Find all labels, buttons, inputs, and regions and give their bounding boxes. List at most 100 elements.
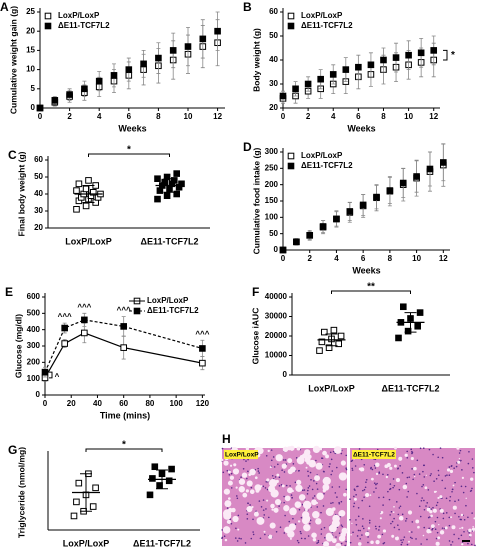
- nucleus: [391, 520, 394, 523]
- nucleus: [425, 505, 427, 507]
- nucleus: [448, 540, 451, 542]
- annotation: ^^^: [77, 302, 91, 311]
- nucleus: [267, 516, 270, 519]
- vacuole: [364, 531, 370, 537]
- x-tick-label: 12: [439, 254, 448, 263]
- vacuole: [266, 499, 269, 502]
- nucleus: [355, 523, 358, 526]
- nucleus: [281, 469, 283, 472]
- nucleus: [370, 467, 372, 470]
- nucleus: [262, 485, 265, 488]
- marker: [319, 223, 327, 230]
- nucleus: [457, 537, 460, 540]
- histology-image: ΔE11-TCF7L2: [349, 446, 476, 547]
- y-tick-label: 30: [269, 79, 278, 88]
- nucleus: [226, 469, 229, 472]
- vacuole: [266, 478, 270, 482]
- vacuole: [314, 475, 320, 482]
- vacuole: [287, 530, 295, 538]
- nucleus: [468, 450, 470, 453]
- x-tick-label: 10: [184, 112, 193, 121]
- marker: [90, 189, 97, 196]
- vacuole: [338, 509, 346, 517]
- nucleus: [313, 480, 315, 482]
- x-tick-label: LoxP/LoxP: [63, 538, 110, 548]
- nucleus: [289, 485, 291, 487]
- nucleus: [270, 459, 273, 462]
- vacuole: [458, 458, 461, 460]
- nucleus: [437, 474, 440, 476]
- nucleus: [258, 472, 260, 474]
- x-tick-label: 4: [334, 254, 339, 263]
- marker: [81, 316, 88, 324]
- vacuole: [333, 446, 342, 454]
- nucleus: [322, 505, 325, 507]
- nucleus: [459, 449, 462, 452]
- caption-bg: [224, 450, 258, 459]
- y-tick-label: 600: [27, 292, 41, 301]
- vacuole: [319, 447, 323, 451]
- nucleus: [295, 457, 298, 459]
- vacuole: [270, 503, 275, 509]
- y-axis-label: Cumulative weight gain (g): [8, 6, 18, 114]
- nucleus: [431, 528, 433, 531]
- scale-bar: [462, 540, 470, 542]
- vacuole: [288, 523, 296, 531]
- nucleus: [311, 488, 314, 491]
- nucleus: [363, 464, 366, 466]
- nucleus: [321, 457, 324, 460]
- nucleus: [335, 466, 338, 469]
- marker: [386, 187, 394, 194]
- nucleus: [307, 470, 309, 473]
- nucleus: [323, 526, 326, 529]
- sd-bar: [82, 185, 95, 203]
- nucleus: [376, 482, 378, 485]
- y-tick-label: 250: [265, 163, 279, 172]
- vacuole: [357, 542, 362, 546]
- y-tick-label: 200: [27, 357, 41, 366]
- vacuole: [332, 514, 340, 523]
- nucleus: [453, 533, 455, 536]
- nucleus: [249, 504, 251, 506]
- nucleus: [430, 508, 432, 510]
- x-tick-label: 60: [119, 399, 128, 408]
- nucleus: [378, 496, 380, 499]
- nucleus: [273, 466, 276, 468]
- vacuole: [437, 536, 441, 540]
- nucleus: [406, 543, 409, 546]
- nucleus: [411, 452, 413, 455]
- vacuole: [408, 530, 411, 533]
- nucleus: [473, 471, 475, 474]
- marker: [154, 195, 161, 203]
- nucleus: [436, 516, 439, 519]
- nucleus: [283, 471, 286, 473]
- nucleus: [240, 537, 242, 540]
- nucleus: [222, 471, 225, 474]
- marker: [41, 368, 49, 376]
- marker: [184, 43, 192, 50]
- x-tick-label: 4: [97, 112, 102, 121]
- marker: [61, 340, 68, 347]
- vacuole: [379, 517, 382, 520]
- nucleus: [367, 541, 369, 544]
- y-tick-label: 300: [265, 147, 279, 156]
- caption-bg: [352, 450, 396, 459]
- vacuole: [298, 494, 306, 501]
- vacuole: [407, 510, 413, 515]
- legend-label: ΔE11-TCF7L2: [58, 21, 110, 30]
- y-axis-label: Triglyceride (nmol/mg): [16, 447, 26, 538]
- vacuole: [260, 485, 263, 488]
- y-tick-label: 30000: [265, 312, 288, 321]
- marker: [414, 322, 421, 330]
- nucleus: [470, 543, 473, 546]
- nucleus: [329, 451, 332, 454]
- nucleus: [441, 527, 444, 529]
- nucleus: [307, 489, 309, 492]
- nucleus: [349, 541, 352, 544]
- nucleus: [445, 497, 448, 500]
- nucleus: [409, 536, 412, 539]
- nucleus: [359, 538, 362, 540]
- nucleus: [338, 502, 341, 505]
- sd-bar: [80, 473, 92, 512]
- vacuole: [302, 500, 311, 509]
